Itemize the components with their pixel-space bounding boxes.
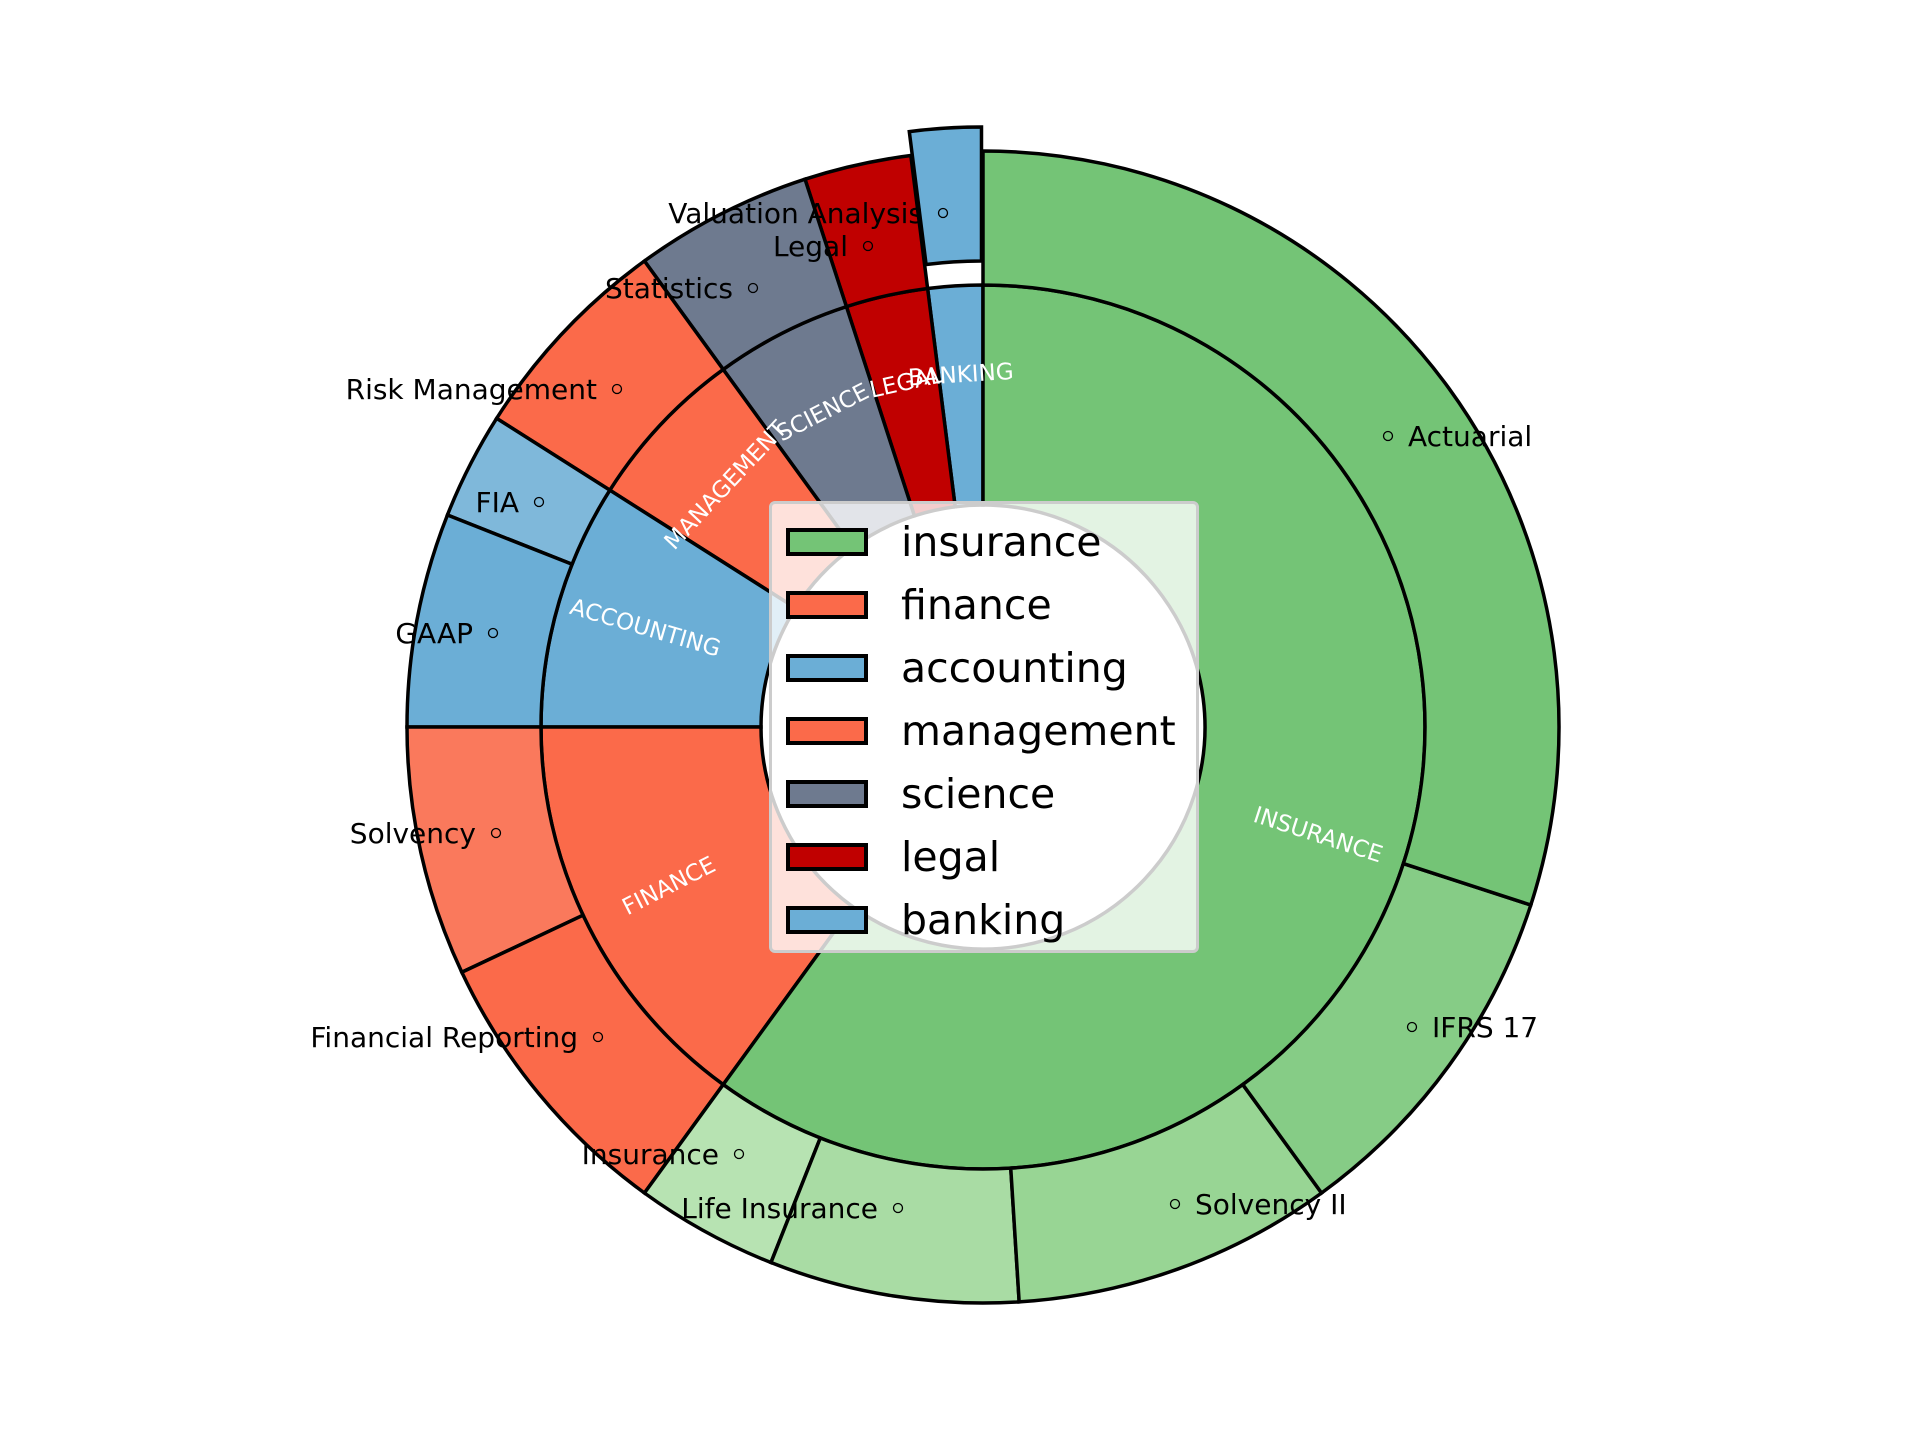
outer-label-financial-reporting: Financial Reporting [310,1021,578,1054]
label-marker-icon [611,383,623,395]
label-marker-icon [1169,1198,1181,1210]
outer-label-statistics: Statistics [605,272,733,305]
legend-swatch [786,717,868,745]
outer-ring [405,125,1561,1305]
outer-ring-labels: Actuarial IFRS 17 Solvency II Life Insuranc… [310,197,1538,1225]
legend-swatch [786,528,868,556]
legend-label: finance [901,581,1052,629]
legend-label: insurance [901,518,1102,566]
legend-entry-legal: legal [786,833,1001,881]
outer-label-solvency-ii: Solvency II [1195,1188,1347,1221]
legend-entry-management: management [786,707,1176,755]
outer-label-actuarial: Actuarial [1408,420,1532,453]
outer-label-legal: Legal [773,230,848,263]
outer-label-risk-management: Risk Management [346,373,597,406]
outer-label-insurance: Insurance [582,1138,719,1171]
outer-label-life-insurance: Life Insurance [681,1192,878,1225]
label-marker-icon [490,827,502,839]
outer-label-gaap: GAAP [395,617,473,650]
label-marker-icon [733,1148,745,1160]
legend-label: banking [901,896,1066,944]
outer-label-valuation-analysis: Valuation Analysis [668,197,923,230]
legend-entry-banking: banking [786,896,1066,944]
legend-entry-science: science [786,770,1056,818]
legend-swatch [786,780,868,808]
label-marker-icon [892,1202,904,1214]
legend-label: accounting [901,644,1128,692]
legend-entry-insurance: insurance [786,518,1102,566]
outer-label-ifrs-17: IFRS 17 [1432,1011,1538,1044]
legend-swatch [786,591,868,619]
legend-swatch [786,843,868,871]
label-marker-icon [533,496,545,508]
outer-wedge-actuarial [981,149,1561,908]
legend-swatch [786,906,868,934]
legend-swatch [786,654,868,682]
outer-label-fia: FIA [475,486,519,519]
legend-entry-finance: finance [786,581,1052,629]
legend-entry-accounting: accounting [786,644,1128,692]
legend-label: management [901,707,1176,755]
label-marker-icon [592,1031,604,1043]
label-marker-icon [1382,430,1394,442]
label-marker-icon [937,207,949,219]
legend-label: legal [901,833,1001,881]
label-marker-icon [862,240,874,252]
legend-label: science [901,770,1056,818]
outer-label-solvency: Solvency [350,817,476,850]
chart-legend: insurance finance accounting management … [769,501,1199,953]
label-marker-icon [747,282,759,294]
label-marker-icon [487,627,499,639]
label-marker-icon [1406,1021,1418,1033]
